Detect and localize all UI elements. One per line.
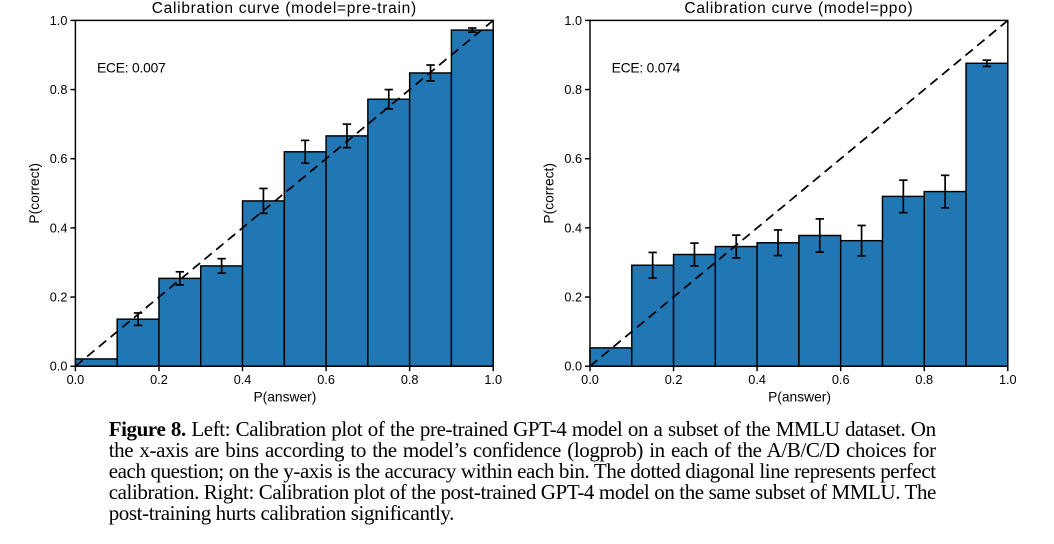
svg-text:1.0: 1.0 <box>484 373 502 387</box>
svg-text:0.6: 0.6 <box>317 373 335 387</box>
svg-text:0.6: 0.6 <box>564 152 582 166</box>
svg-text:P(answer): P(answer) <box>768 390 831 405</box>
svg-text:ECE: 0.074: ECE: 0.074 <box>612 60 681 75</box>
svg-text:0.2: 0.2 <box>665 373 683 387</box>
svg-text:1.0: 1.0 <box>999 373 1017 387</box>
svg-text:0.2: 0.2 <box>50 290 68 304</box>
svg-text:Calibration curve (model=ppo): Calibration curve (model=ppo) <box>684 0 913 17</box>
svg-text:P(correct): P(correct) <box>542 163 557 224</box>
svg-text:0.6: 0.6 <box>832 373 850 387</box>
svg-text:0.8: 0.8 <box>50 83 68 97</box>
svg-text:0.4: 0.4 <box>748 373 766 387</box>
svg-text:0.8: 0.8 <box>401 373 419 387</box>
svg-text:P(correct): P(correct) <box>27 163 42 224</box>
svg-text:Calibration curve (model=pre-t: Calibration curve (model=pre-train) <box>152 0 417 17</box>
svg-text:P(answer): P(answer) <box>253 390 316 405</box>
svg-text:0.4: 0.4 <box>50 221 68 235</box>
svg-text:0.2: 0.2 <box>150 373 168 387</box>
svg-text:1.0: 1.0 <box>50 14 68 28</box>
svg-text:1.0: 1.0 <box>564 14 582 28</box>
svg-text:0.6: 0.6 <box>50 152 68 166</box>
svg-text:0.2: 0.2 <box>564 290 582 304</box>
svg-text:0.8: 0.8 <box>915 373 933 387</box>
svg-text:0.4: 0.4 <box>564 221 582 235</box>
svg-text:0.8: 0.8 <box>564 83 582 97</box>
svg-text:0.0: 0.0 <box>564 360 582 374</box>
svg-text:0.0: 0.0 <box>581 373 599 387</box>
svg-text:ECE: 0.007: ECE: 0.007 <box>97 60 166 75</box>
svg-text:0.0: 0.0 <box>67 373 85 387</box>
svg-text:0.4: 0.4 <box>234 373 252 387</box>
svg-text:0.0: 0.0 <box>50 360 68 374</box>
